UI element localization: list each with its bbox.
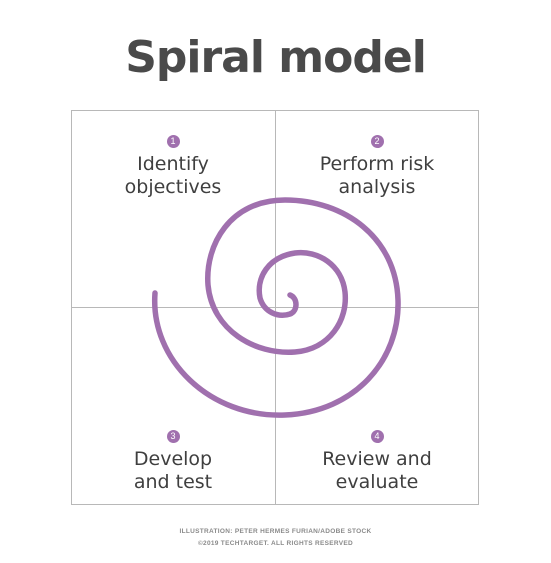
- step-number-badge: 3: [166, 430, 180, 443]
- step-number-badge: 4: [370, 430, 384, 443]
- copyright-notice: ©2019 TECHTARGET. ALL RIGHTS RESERVED: [197, 540, 354, 547]
- quadrant-develop-and-test: 3 Develop and test: [71, 426, 275, 494]
- illustration-credit: ILLUSTRATION: PETER HERMES FURIAN/ADOBE …: [179, 528, 372, 535]
- quadrant-review-and-evaluate: 4 Review and evaluate: [275, 426, 479, 494]
- step-number-badge: 2: [370, 135, 384, 148]
- quadrant-perform-risk-analysis: 2 Perform risk analysis: [275, 131, 479, 199]
- quadrant-label: Perform risk analysis: [319, 153, 435, 198]
- quadrant-label: Develop and test: [133, 448, 213, 493]
- horizontal-divider: [72, 307, 478, 308]
- quadrant-label: Identify objectives: [124, 153, 222, 198]
- step-number-badge: 1: [166, 135, 180, 148]
- quadrant-label: Review and evaluate: [322, 448, 432, 493]
- quadrant-identify-objectives: 1 Identify objectives: [71, 131, 275, 199]
- diagram-title: Spiral model: [125, 32, 427, 83]
